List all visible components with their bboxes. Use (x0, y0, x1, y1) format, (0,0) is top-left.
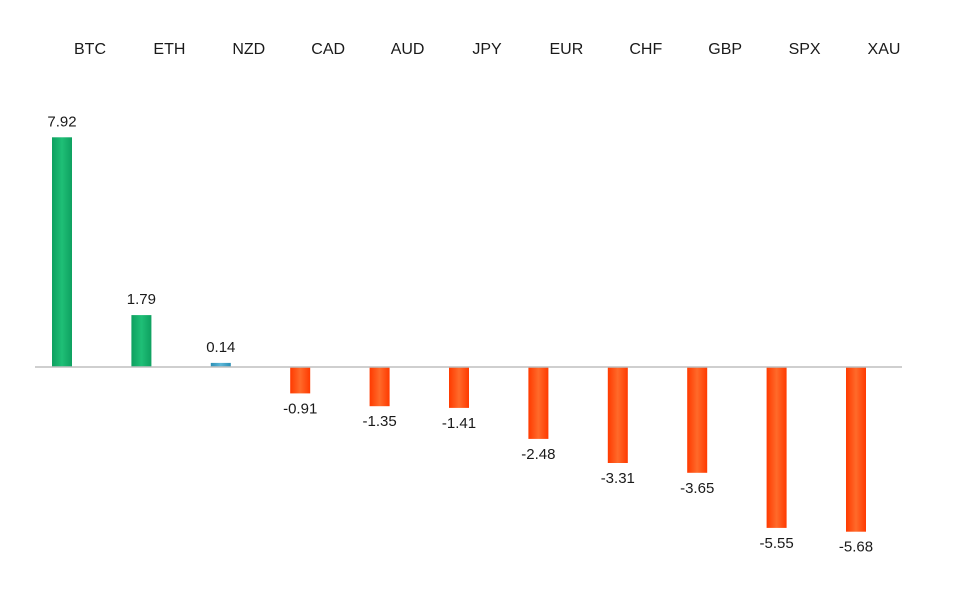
bar-chf (607, 367, 628, 463)
value-label-chf: -3.31 (601, 470, 635, 487)
category-label-xau: XAU (868, 41, 901, 58)
value-label-btc: 7.92 (47, 113, 76, 130)
category-label-eur: EUR (550, 41, 584, 58)
bars-group (52, 137, 866, 532)
value-label-jpy: -1.41 (442, 415, 476, 432)
bar-eur (528, 367, 549, 439)
category-label-eth: ETH (153, 41, 185, 58)
bar-xau (846, 367, 866, 532)
category-label-btc: BTC (74, 41, 106, 58)
bar-btc (52, 137, 72, 367)
value-label-eth: 1.79 (127, 291, 156, 308)
category-labels: BTC ETH NZD CAD AUD JPY EUR CHF GBP SPX XAU (74, 41, 900, 58)
category-label-chf: CHF (629, 41, 662, 58)
value-label-cad: -0.91 (283, 400, 317, 417)
bar-spx (766, 367, 787, 528)
bar-gbp (687, 367, 708, 473)
category-label-spx: SPX (789, 41, 821, 58)
category-label-cad: CAD (311, 41, 345, 58)
bar-eth (131, 315, 152, 367)
category-label-aud: AUD (391, 41, 425, 58)
value-labels: 7.92 1.79 0.14 -0.91 -1.35 -1.41 -2.48 -3.31 -3.… (47, 113, 873, 555)
category-label-nzd: NZD (232, 41, 265, 58)
bar-cad (290, 367, 311, 394)
value-label-gbp: -3.65 (680, 480, 714, 497)
category-label-jpy: JPY (472, 41, 502, 58)
value-label-nzd: 0.14 (206, 339, 235, 356)
value-label-xau: -5.68 (839, 539, 873, 556)
bar-jpy (449, 367, 469, 408)
bar-nzd (210, 362, 231, 367)
value-label-eur: -2.48 (521, 446, 555, 463)
value-label-spx: -5.55 (759, 535, 793, 552)
value-label-aud: -1.35 (362, 413, 396, 430)
bar-aud (369, 367, 390, 407)
category-label-gbp: GBP (708, 41, 742, 58)
